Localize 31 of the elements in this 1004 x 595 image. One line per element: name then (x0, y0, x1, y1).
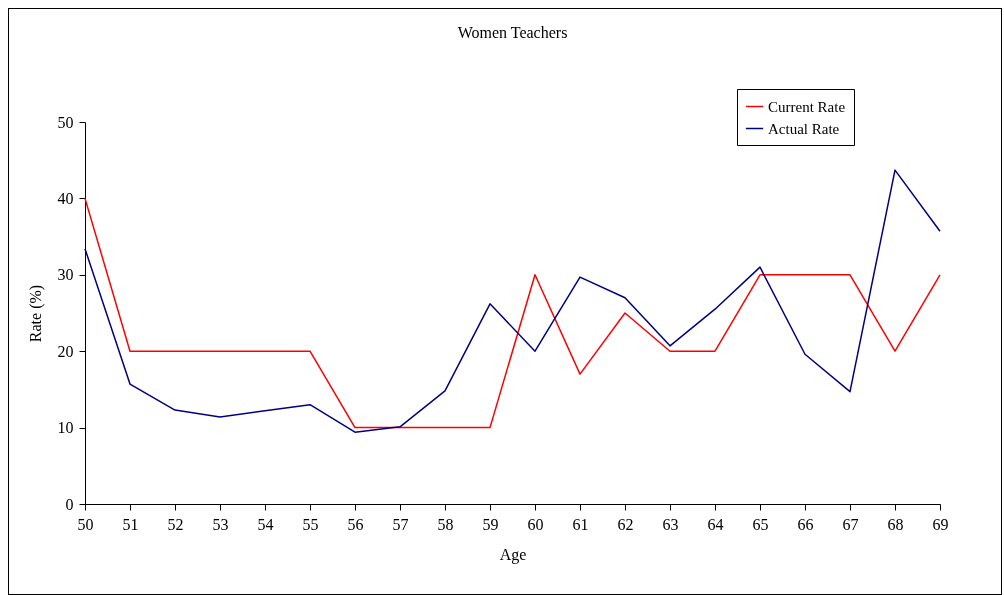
x-tick-label: 53 (212, 515, 229, 533)
y-tick-label: 50 (57, 113, 74, 131)
x-tick-label: 51 (122, 515, 139, 533)
y-tick-label: 40 (57, 189, 74, 207)
x-tick-label: 54 (257, 515, 274, 533)
x-tick-label: 61 (572, 515, 589, 533)
x-tick-label: 57 (392, 515, 409, 533)
x-tick-label: 67 (842, 515, 859, 533)
x-tick-label: 65 (752, 515, 769, 533)
legend-label: Current Rate (768, 98, 846, 115)
x-tick-label: 55 (302, 515, 319, 533)
x-tick-label: 58 (437, 515, 454, 533)
x-tick-label: 62 (617, 515, 634, 533)
x-axis-title: Age (499, 545, 527, 564)
chart-title: Women Teachers (457, 23, 568, 41)
y-tick-label: 20 (57, 342, 74, 360)
legend-label: Actual Rate (768, 120, 840, 137)
y-axis-title: Rate (%) (26, 284, 45, 343)
x-tick-label: 63 (662, 515, 679, 533)
y-tick-label: 10 (57, 419, 74, 437)
y-tick-label: 30 (57, 266, 74, 284)
x-tick-label: 56 (347, 515, 364, 533)
x-tick-label: 68 (887, 515, 904, 533)
x-tick-label: 50 (77, 515, 94, 533)
x-tick-label: 66 (797, 515, 814, 533)
x-tick-label: 60 (527, 515, 544, 533)
x-tick-label: 64 (707, 515, 724, 533)
x-tick-label: 59 (482, 515, 499, 533)
x-tick-label: 69 (932, 515, 949, 533)
x-tick-label: 52 (167, 515, 184, 533)
y-tick-label: 0 (65, 495, 74, 513)
